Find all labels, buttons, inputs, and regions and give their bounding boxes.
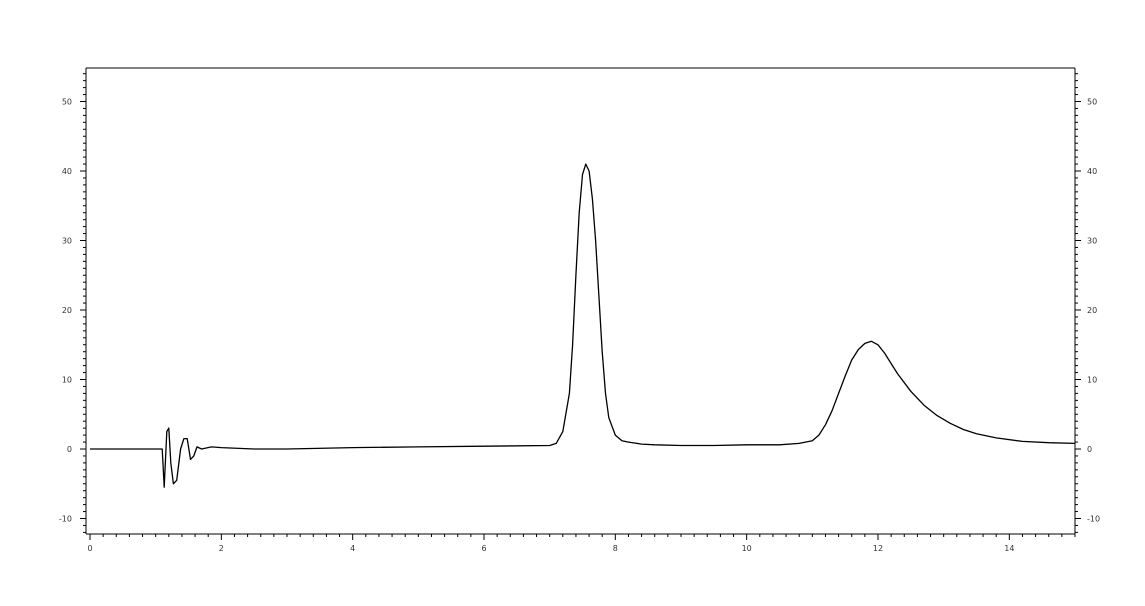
right-y-tick-label: 40: [1087, 167, 1097, 176]
right-y-tick-label: 20: [1087, 306, 1097, 315]
x-tick-label: 12: [873, 544, 883, 553]
left-y-tick-label: 40: [62, 167, 72, 176]
x-tick-label: 10: [742, 544, 752, 553]
right-y-tick-label: 0: [1087, 445, 1092, 454]
axis-tick-labels: 0 2 4 6 8 10 12 14 -10 -10 0 0 10 10 20 20 30 30 40 40 50 50: [59, 98, 1100, 554]
right-y-tick-label: 30: [1087, 237, 1097, 246]
plot-area: [85, 67, 1076, 535]
left-y-tick-label: 30: [62, 237, 72, 246]
right-y-tick-label: -10: [1087, 515, 1100, 524]
x-tick-label: 6: [481, 544, 486, 553]
x-tick-label: 8: [613, 544, 618, 553]
x-tick-label: 4: [350, 544, 355, 553]
left-y-tick-label: 10: [62, 376, 72, 385]
left-y-tick-label: 0: [67, 445, 72, 454]
chromatogram-trace: [90, 163, 1076, 488]
axis-ticks: [80, 73, 1081, 540]
left-y-tick-label: -10: [59, 515, 72, 524]
x-tick-label: 14: [1004, 544, 1014, 553]
right-y-tick-label: 10: [1087, 376, 1097, 385]
x-tick-label: 2: [219, 544, 224, 553]
left-y-tick-label: 20: [62, 306, 72, 315]
left-y-tick-label: 50: [62, 98, 72, 107]
x-tick-label: 0: [87, 544, 92, 553]
right-y-tick-label: 50: [1087, 98, 1097, 107]
